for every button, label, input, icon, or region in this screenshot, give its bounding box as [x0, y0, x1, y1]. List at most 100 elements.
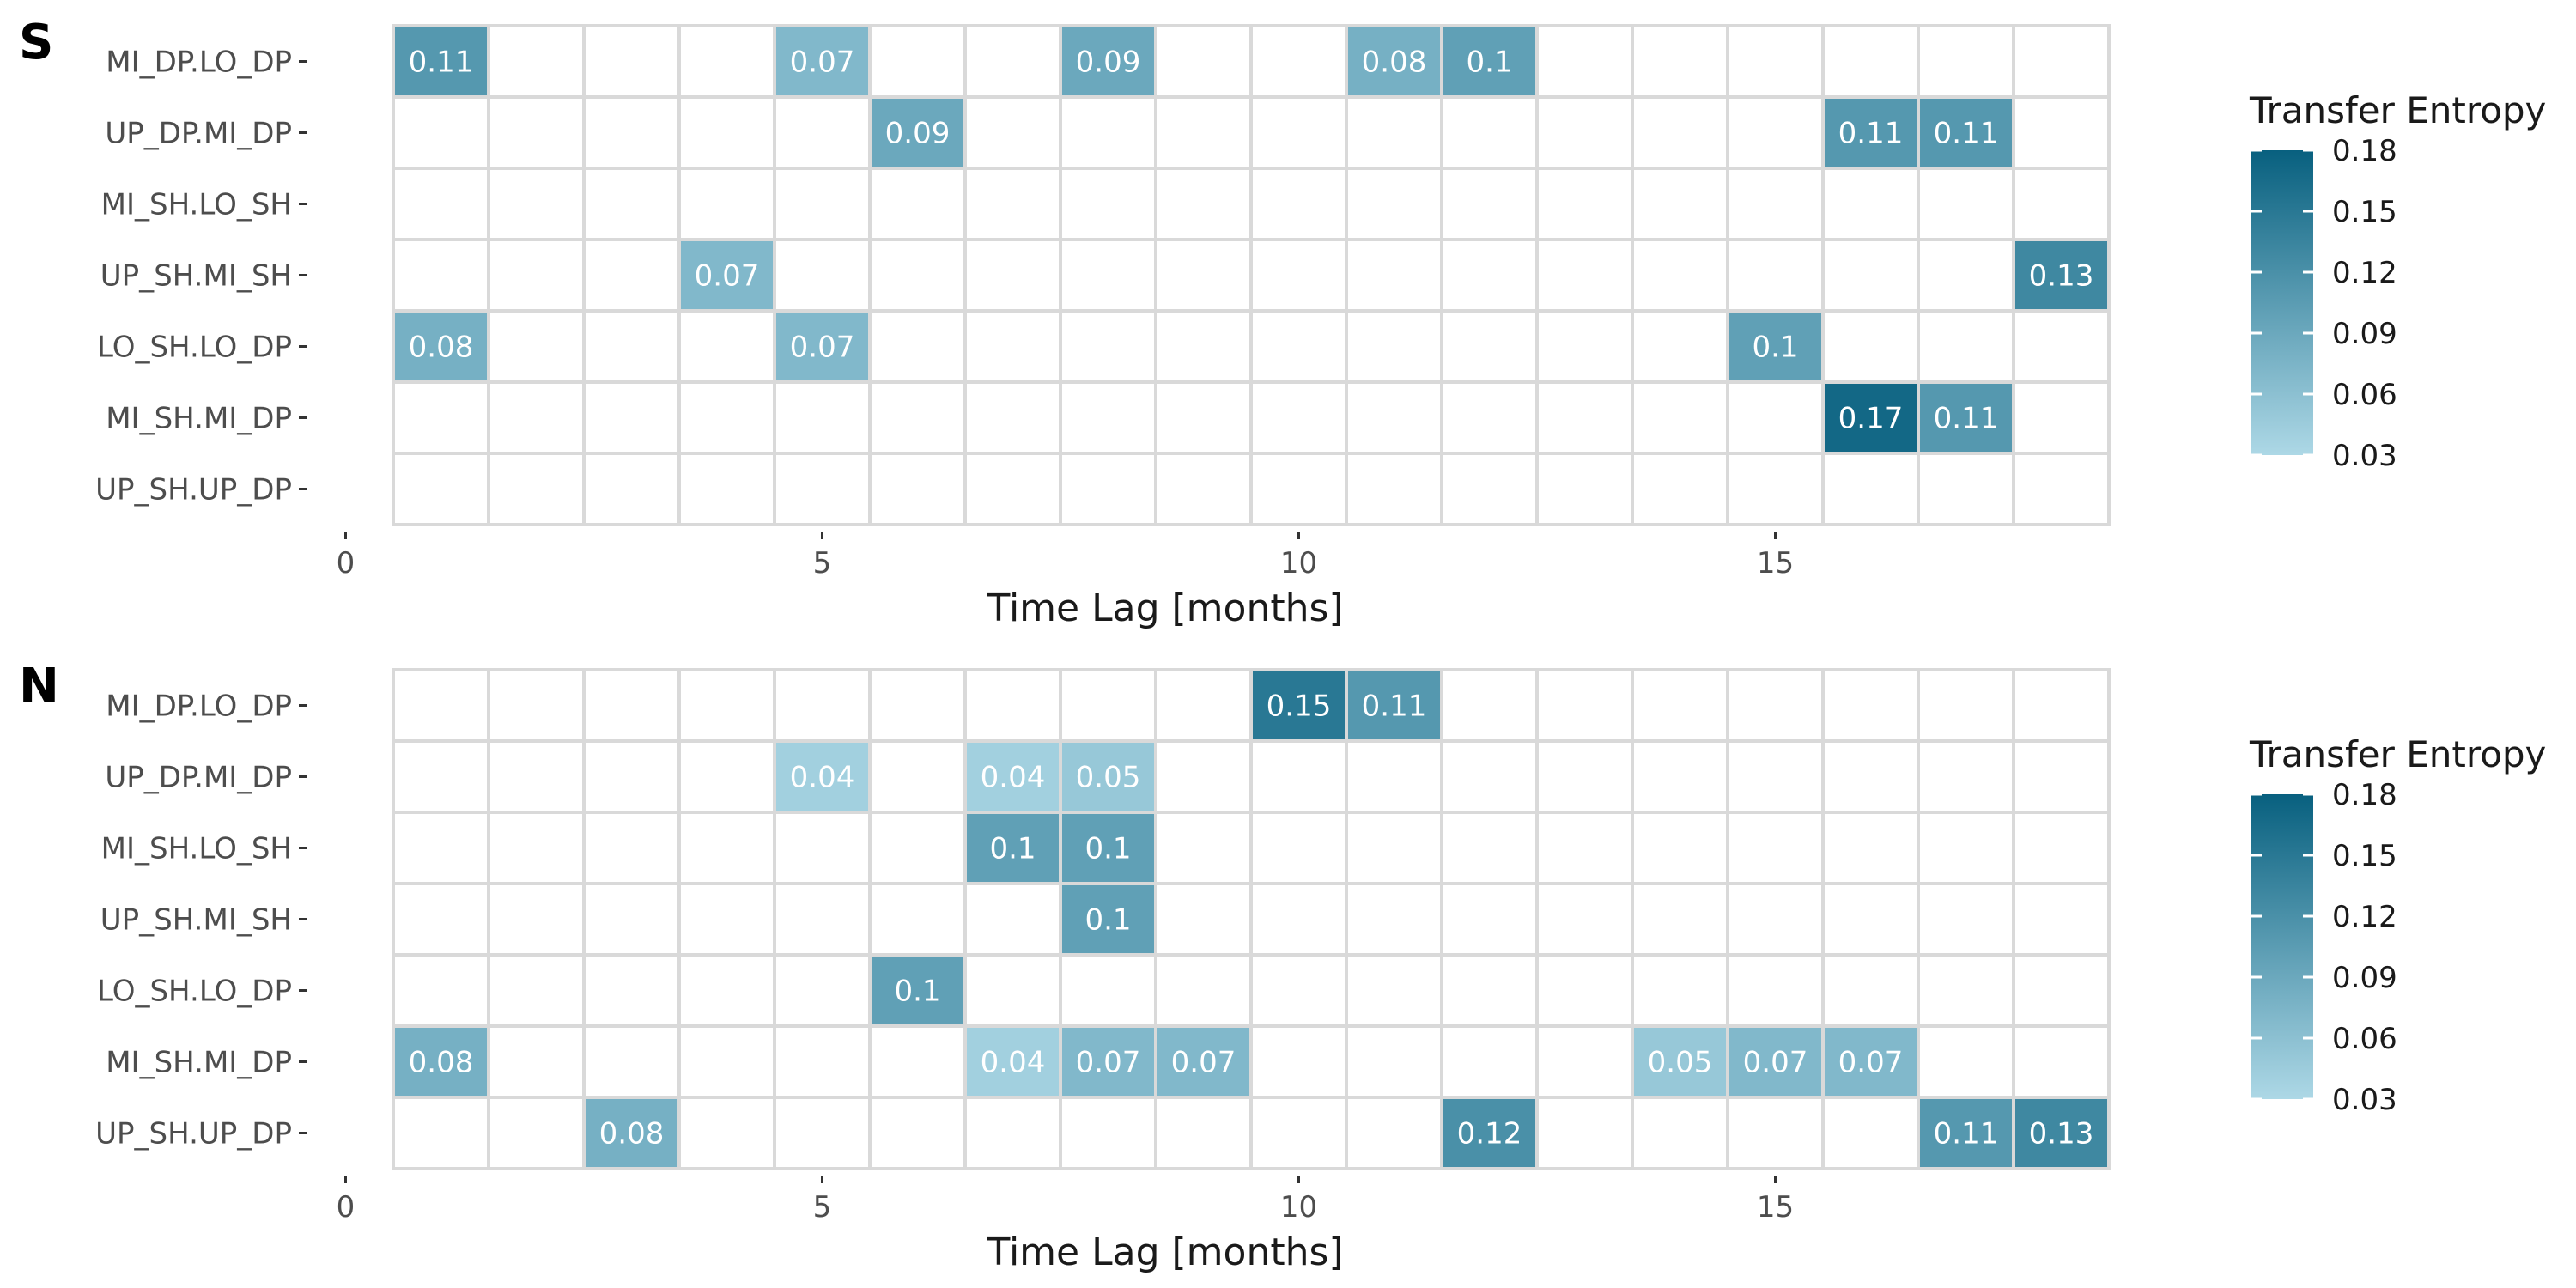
grid-cell — [677, 882, 776, 957]
grid-cell — [677, 668, 776, 743]
grid-cell — [1821, 739, 1920, 814]
grid-cell — [1154, 1096, 1253, 1170]
cell-value-label: 0.04 — [790, 761, 855, 795]
grid-cell — [1917, 739, 2015, 814]
grid-cell — [487, 739, 586, 814]
grid-cell — [1249, 953, 1348, 1028]
grid-cell — [1631, 739, 1729, 814]
x-tick-label: 0 — [337, 1190, 355, 1224]
row-label: UP_SH.UP_DP — [95, 473, 292, 507]
grid-cell — [773, 380, 872, 455]
grid-cell — [487, 1096, 586, 1170]
grid-cell — [1535, 668, 1634, 743]
cell-value-label: 0.1 — [1466, 46, 1512, 80]
cell-value-label: 0.1 — [1084, 832, 1131, 866]
grid-cell — [1631, 811, 1729, 885]
grid-cell — [1154, 238, 1253, 313]
grid-cell — [1345, 1024, 1443, 1099]
grid-cell — [1345, 309, 1443, 384]
grid-cell — [392, 452, 490, 526]
heatmap-cell — [1726, 309, 1825, 384]
grid-cell — [1535, 739, 1634, 814]
heatmap-cell — [773, 739, 872, 814]
cell-value-label: 0.11 — [1934, 402, 1999, 436]
grid-cell — [487, 167, 586, 241]
grid-cell — [1059, 238, 1157, 313]
grid-cell — [2012, 668, 2111, 743]
grid-cell — [1917, 953, 2015, 1028]
cell-value-label: 0.15 — [1267, 690, 1332, 724]
legend-tick-label: 0.06 — [2332, 378, 2397, 412]
grid-cell — [1345, 1096, 1443, 1170]
grid-cell — [1535, 380, 1634, 455]
x-tick-label: 5 — [813, 1190, 832, 1224]
grid-cell — [963, 238, 1062, 313]
heatmap-cell — [1440, 24, 1539, 99]
grid-cell — [1249, 811, 1348, 885]
grid-cell — [1726, 452, 1825, 526]
grid-cell — [582, 882, 681, 957]
grid-cell — [392, 95, 490, 170]
grid-cell — [677, 811, 776, 885]
cell-value-label: 0.1 — [989, 832, 1036, 866]
row-label: UP_DP.MI_DP — [105, 117, 292, 151]
grid-cell — [868, 167, 967, 241]
heatmap-panel-s: S 0.11 0.07 0.09 0.08 0.1 0.09 0.11 0.11 0.07 0.13… — [19, 15, 2546, 630]
cell-value-label: 0.13 — [2029, 1117, 2094, 1151]
grid-cell — [1345, 953, 1443, 1028]
cell-value-label: 0.17 — [1838, 402, 1904, 436]
grid-cell — [1535, 811, 1634, 885]
grid-cell — [963, 452, 1062, 526]
heatmap-cell — [1440, 1096, 1539, 1170]
grid-cell — [1535, 953, 1634, 1028]
grid-cell — [773, 882, 872, 957]
grid-cell — [1631, 882, 1729, 957]
grid-cell — [392, 739, 490, 814]
grid-cell — [1059, 380, 1157, 455]
cell-value-label: 0.11 — [1838, 117, 1904, 151]
grid-cell — [1631, 452, 1729, 526]
grid-cell — [1726, 739, 1825, 814]
grid-cell — [1631, 167, 1729, 241]
legend-tick-label: 0.03 — [2332, 1083, 2397, 1117]
heatmap-cells: 0.15 0.11 0.04 0.04 0.05 0.1 0.1 0.1 0.1 0.08 0.04… — [392, 668, 2111, 1170]
cell-value-label: 0.1 — [894, 975, 940, 1009]
grid-cell — [1440, 452, 1539, 526]
grid-cell — [1249, 95, 1348, 170]
grid-cell — [1154, 953, 1253, 1028]
grid-cell — [1249, 1096, 1348, 1170]
grid-cell — [392, 882, 490, 957]
grid-cell — [677, 24, 776, 99]
grid-cell — [1440, 95, 1539, 170]
heatmap-cell — [1345, 24, 1443, 99]
grid-cell — [1631, 953, 1729, 1028]
grid-cell — [1249, 1024, 1348, 1099]
grid-cell — [582, 668, 681, 743]
grid-cell — [1631, 380, 1729, 455]
grid-cell — [1535, 309, 1634, 384]
grid-cell — [487, 309, 586, 384]
grid-cell — [1440, 668, 1539, 743]
grid-cell — [1059, 452, 1157, 526]
grid-cell — [868, 380, 967, 455]
heatmap-cell — [677, 238, 776, 313]
grid-cell — [1821, 882, 1920, 957]
cell-value-label: 0.08 — [1362, 46, 1427, 80]
legend-colorbar — [2251, 150, 2313, 455]
grid-cell — [963, 380, 1062, 455]
row-label: MI_SH.LO_SH — [101, 188, 292, 222]
grid-cell — [1726, 1096, 1825, 1170]
grid-cell — [1631, 24, 1729, 99]
cell-value-label: 0.1 — [1084, 903, 1131, 938]
row-label: MI_SH.MI_DP — [106, 1046, 292, 1080]
grid-cell — [868, 739, 967, 814]
heatmap-cell — [868, 953, 967, 1028]
legend-tick-label: 0.18 — [2332, 778, 2397, 812]
heatmap-cell — [1059, 882, 1157, 957]
grid-cell — [1535, 24, 1634, 99]
grid-cell — [1535, 167, 1634, 241]
grid-cell — [1345, 167, 1443, 241]
